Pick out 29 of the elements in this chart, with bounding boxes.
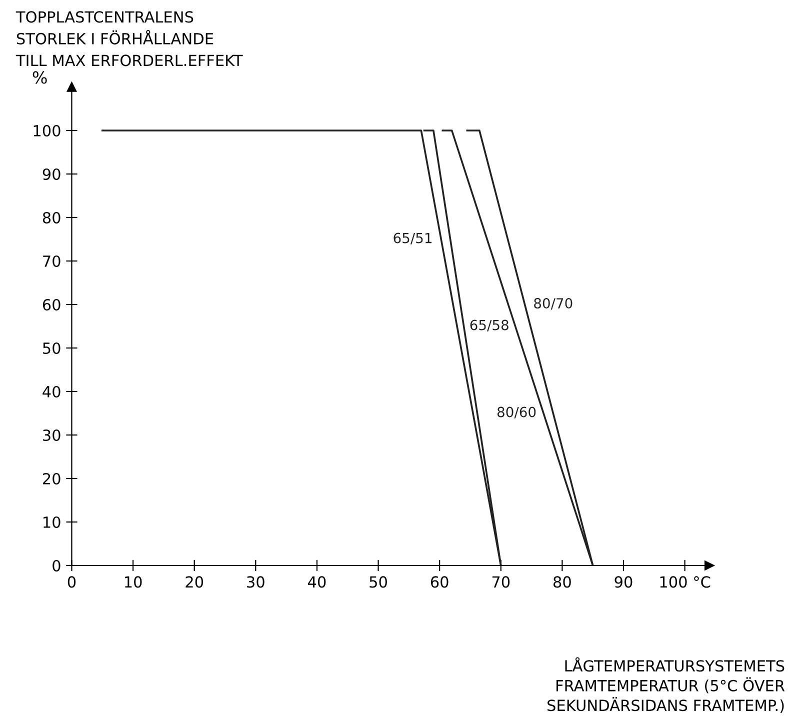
- y-tick-label: 30: [43, 429, 60, 442]
- x-tick-label: 10: [124, 576, 142, 588]
- y-tick-label: 0: [52, 560, 60, 572]
- y-axis-title: %: [32, 71, 47, 84]
- x-tick-label: 60: [430, 576, 448, 588]
- y-tick-label: 40: [42, 386, 60, 398]
- y-tick-label: 10: [44, 516, 60, 528]
- x-tick-label: 70: [492, 576, 510, 588]
- x-tick-label: 20: [186, 576, 204, 588]
- x-tick-label: 100 °C: [660, 576, 710, 588]
- x-tick-label: 50: [370, 576, 387, 588]
- x-tick-label: 80: [554, 576, 571, 588]
- series-label: 65/58: [470, 320, 508, 332]
- x-tick-label: 40: [308, 576, 326, 588]
- y-tick-label: 50: [43, 342, 60, 354]
- y-tick-label: 100: [34, 124, 60, 137]
- series-label: 80/60: [497, 406, 536, 418]
- y-tick-label: 20: [42, 472, 60, 485]
- x-tick-label: 0: [68, 576, 76, 588]
- y-tick-label: 80: [42, 212, 60, 224]
- x-tick-label: 30: [247, 576, 264, 588]
- y-tick-label: 60: [42, 298, 60, 311]
- series-label: 65/51: [394, 232, 432, 244]
- y-tick-label: 70: [43, 255, 60, 268]
- x-tick-label: 90: [614, 576, 632, 588]
- chart-title: TOPPLASTCENTRALENS STORLEK I FÖRHÅLLANDE TILL MAX ERFORDERL.EFFEKT: [16, 11, 243, 66]
- y-tick-label: 90: [42, 168, 60, 180]
- series-label: 80/70: [534, 298, 572, 310]
- x-axis-title: LÅGTEMPERATURSYSTEMETS FRAMTEMPERATUR (5°C ÖVER SEKUNDÄRSIDANS FRAMTEMP.): [548, 657, 785, 713]
